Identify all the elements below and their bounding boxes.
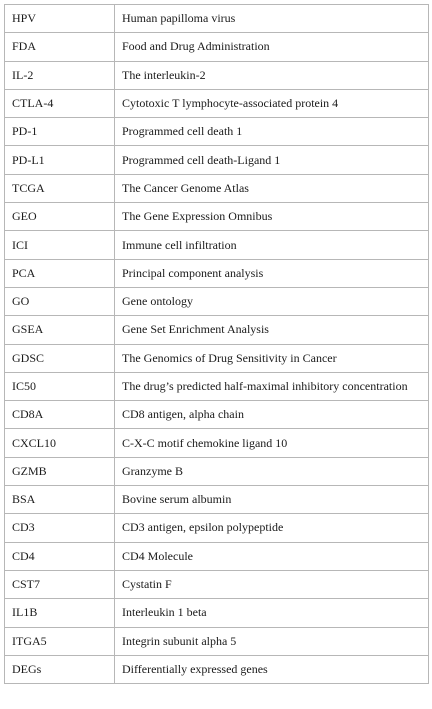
table-row: GZMB Granzyme B [4,456,429,487]
abbreviation-cell: CTLA-4 [4,88,115,119]
definition-cell: Cytotoxic T lymphocyte-associated protei… [114,88,429,119]
table-row: IL1B Interleukin 1 beta [4,598,429,628]
table-row: PCA Principal component analysis [4,258,429,288]
definition-cell: Immune cell infiltration [114,230,429,260]
abbreviation-cell: IL-2 [4,60,115,90]
abbreviation-cell: CST7 [4,569,115,600]
table-row: IL-2 The interleukin-2 [4,60,429,90]
abbreviation-cell: PD-1 [4,117,115,147]
table-row: CXCL10 C-X-C motif chemokine ligand 10 [4,428,429,458]
definition-cell: The drug’s predicted half-maximal inhibi… [114,371,429,402]
abbreviation-cell: DEGs [4,654,115,685]
abbreviation-cell: BSA [4,485,115,515]
abbreviation-cell: GDSC [4,343,115,373]
abbreviation-cell: PCA [4,258,115,288]
abbreviation-cell: ICI [4,230,115,260]
definition-cell: Programmed cell death 1 [114,117,429,147]
abbreviation-cell: HPV [4,3,115,34]
table-row: FDA Food and Drug Administration [4,32,429,62]
definition-cell: Gene Set Enrichment Analysis [114,315,429,345]
abbreviation-cell: CD3 [4,513,115,543]
table-body: HPV Human papilloma virus FDA Food and D… [4,3,429,685]
definition-cell: Gene ontology [114,286,429,317]
definition-cell: Integrin subunit alpha 5 [114,626,429,656]
abbreviation-cell: IL1B [4,598,115,628]
definition-cell: Granzyme B [114,456,429,487]
abbreviations-table-container: HPV Human papilloma virus FDA Food and D… [4,3,429,685]
table-row: CTLA-4 Cytotoxic T lymphocyte-associated… [4,88,429,119]
definition-cell: Differentially expressed genes [114,654,429,685]
table-row: HPV Human papilloma virus [4,3,429,34]
abbreviation-cell: PD-L1 [4,145,115,175]
definition-cell: The Genomics of Drug Sensitivity in Canc… [114,343,429,373]
table-row: GEO The Gene Expression Omnibus [4,202,429,232]
table-row: GSEA Gene Set Enrichment Analysis [4,315,429,345]
definition-cell: The interleukin-2 [114,60,429,90]
definition-cell: C-X-C motif chemokine ligand 10 [114,428,429,458]
abbreviation-cell: CD4 [4,541,115,571]
abbreviation-cell: IC50 [4,371,115,402]
definition-cell: Cystatin F [114,569,429,600]
definition-cell: Interleukin 1 beta [114,598,429,628]
abbreviation-cell: FDA [4,32,115,62]
definition-cell: CD8 antigen, alpha chain [114,400,429,430]
abbreviation-cell: GSEA [4,315,115,345]
abbreviation-cell: TCGA [4,173,115,204]
table-row: GDSC The Genomics of Drug Sensitivity in… [4,343,429,373]
abbreviation-cell: GEO [4,202,115,232]
abbreviation-cell: CXCL10 [4,428,115,458]
table-row: ICI Immune cell infiltration [4,230,429,260]
table-row: IC50 The drug’s predicted half-maximal i… [4,371,429,402]
abbreviation-cell: GZMB [4,456,115,487]
abbreviation-cell: CD8A [4,400,115,430]
abbreviation-cell: GO [4,286,115,317]
definition-cell: The Gene Expression Omnibus [114,202,429,232]
definition-cell: Food and Drug Administration [114,32,429,62]
definition-cell: CD4 Molecule [114,541,429,571]
table-row: CD4 CD4 Molecule [4,541,429,571]
table-row: BSA Bovine serum albumin [4,485,429,515]
definition-cell: Programmed cell death-Ligand 1 [114,145,429,175]
definition-cell: The Cancer Genome Atlas [114,173,429,204]
table-row: PD-L1 Programmed cell death-Ligand 1 [4,145,429,175]
table-row: DEGs Differentially expressed genes [4,654,429,685]
table-row: CD3 CD3 antigen, epsilon polypeptide [4,513,429,543]
definition-cell: CD3 antigen, epsilon polypeptide [114,513,429,543]
table-row: TCGA The Cancer Genome Atlas [4,173,429,204]
table-row: CD8A CD8 antigen, alpha chain [4,400,429,430]
abbreviation-cell: ITGA5 [4,626,115,656]
definition-cell: Principal component analysis [114,258,429,288]
table-row: ITGA5 Integrin subunit alpha 5 [4,626,429,656]
abbreviations-table: HPV Human papilloma virus FDA Food and D… [4,3,429,685]
definition-cell: Bovine serum albumin [114,485,429,515]
table-row: PD-1 Programmed cell death 1 [4,117,429,147]
table-row: CST7 Cystatin F [4,569,429,600]
definition-cell: Human papilloma virus [114,3,429,34]
table-row: GO Gene ontology [4,286,429,317]
